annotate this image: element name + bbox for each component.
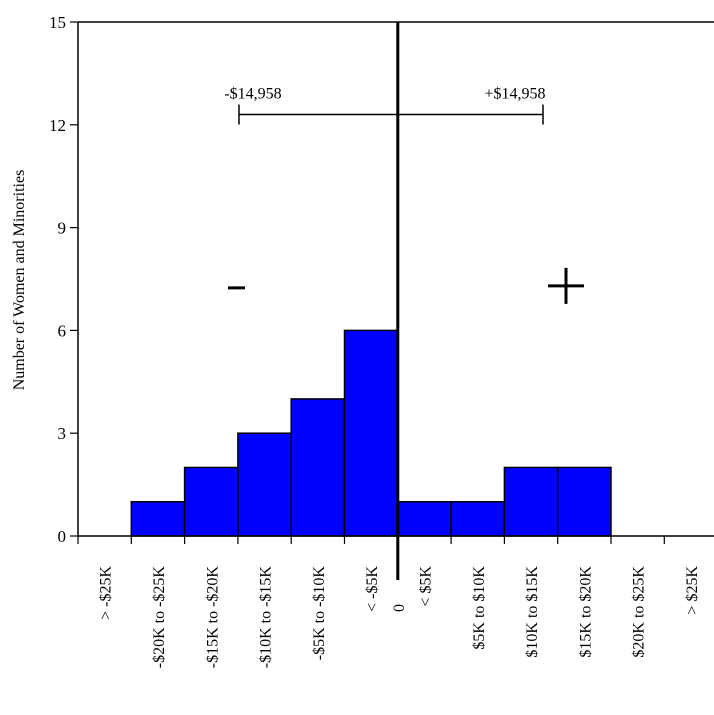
x-category-label-11: > $25K [684, 566, 701, 615]
plus-range-label: +$14,958 [484, 86, 545, 103]
y-tick-label-0: 0 [58, 527, 67, 546]
x-category-label-2: -$15K to -$20K [204, 566, 221, 669]
x-category-label-1: -$20K to -$25K [151, 566, 168, 669]
x-category-label-0: > -$25K [98, 566, 115, 620]
x-category-label-8: $10K to $15K [524, 566, 541, 658]
x-category-label-10: $20K to $25K [631, 566, 648, 658]
y-tick-label-5: 15 [49, 13, 66, 32]
y-tick-label-3: 9 [58, 219, 67, 238]
x-category-label-4: -$5K to -$10K [311, 566, 328, 661]
bar-7 [450, 500, 506, 537]
y-tick-label-1: 3 [58, 424, 67, 443]
bar-8 [503, 466, 559, 537]
x-category-labels: > -$25K -$20K to -$25K -$15K to -$20K -$10K… [98, 566, 701, 669]
bar-3 [237, 432, 292, 537]
x-category-label-9: $15K to $20K [577, 566, 594, 658]
x-category-label-7: $5K to $10K [471, 566, 488, 650]
bar-5 [343, 329, 399, 537]
x-zero-label: 0 [391, 604, 408, 612]
y-axis-label: Number of Women and Minorities [11, 170, 28, 391]
y-ticks-group: 0 3 6 9 12 15 [49, 13, 78, 546]
y-tick-label-4: 12 [49, 116, 66, 135]
minus-range-label: -$14,958 [224, 86, 281, 103]
annotations-group: -$14,958 +$14,958 [224, 86, 584, 304]
bar-2 [183, 466, 239, 537]
bars-group [130, 329, 612, 537]
x-category-label-6: < $5K [417, 566, 434, 607]
bar-1 [130, 500, 186, 537]
x-category-label-5: < -$5K [364, 566, 381, 612]
bar-9 [556, 466, 612, 537]
x-category-label-3: -$10K to -$15K [258, 566, 275, 669]
bar-6 [397, 500, 452, 537]
bar-4 [290, 398, 346, 537]
y-tick-label-2: 6 [58, 321, 67, 340]
